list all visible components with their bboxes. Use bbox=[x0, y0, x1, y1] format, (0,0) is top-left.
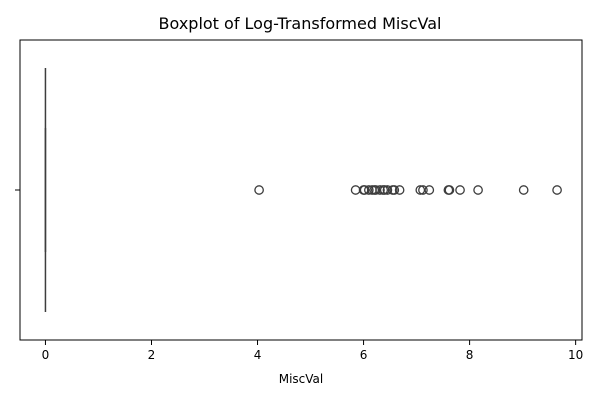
x-tick-label-0: 0 bbox=[42, 348, 50, 362]
x-tick-label-2: 4 bbox=[254, 348, 262, 362]
outlier-point-16 bbox=[418, 185, 428, 195]
outlier-point-21 bbox=[473, 185, 483, 195]
outlier-point-1 bbox=[350, 185, 361, 195]
plot-area bbox=[44, 68, 562, 312]
chart-title: Boxplot of Log-Transformed MiscVal bbox=[159, 14, 442, 33]
x-axis-ticks: 0 2 4 6 8 10 bbox=[42, 340, 583, 362]
x-axis-label: MiscVal bbox=[279, 372, 324, 386]
x-tick-label-5: 10 bbox=[568, 348, 583, 362]
outlier-point-22 bbox=[518, 185, 529, 195]
outlier-point-20 bbox=[455, 185, 465, 195]
outlier-point-8 bbox=[375, 185, 385, 195]
outlier-point-14 bbox=[394, 185, 405, 195]
outlier-point-11 bbox=[382, 185, 393, 195]
outlier-point-19 bbox=[444, 185, 455, 195]
x-tick-label-1: 2 bbox=[148, 348, 156, 362]
outlier-point-13 bbox=[389, 185, 400, 195]
x-tick-label-4: 8 bbox=[466, 348, 474, 362]
axes-frame bbox=[19, 39, 583, 341]
outlier-point-23 bbox=[552, 185, 562, 195]
outlier-point-3 bbox=[359, 185, 370, 195]
outlier-point-17 bbox=[424, 185, 435, 195]
outlier-point-4 bbox=[364, 185, 374, 195]
outliers-group bbox=[254, 185, 562, 195]
outlier-point-0 bbox=[254, 185, 264, 195]
x-tick-label-3: 6 bbox=[360, 348, 368, 362]
